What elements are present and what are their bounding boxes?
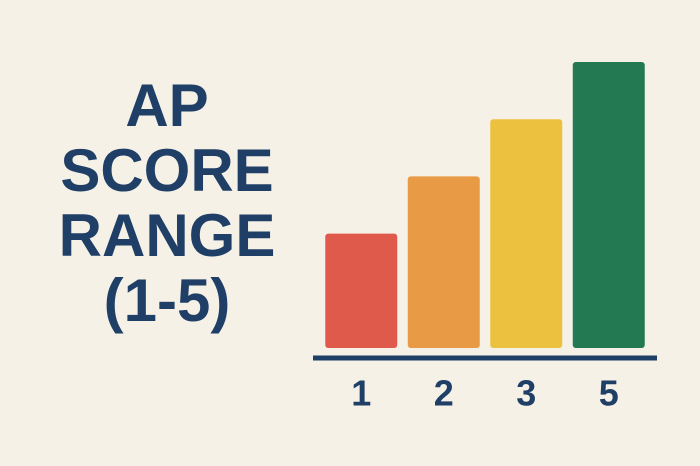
x-tick-label: 1 xyxy=(351,373,371,414)
x-tick-label: 5 xyxy=(599,373,619,414)
bar xyxy=(490,119,563,348)
bar xyxy=(325,233,398,348)
title-line: SCORE xyxy=(60,137,273,204)
x-tick-label: 2 xyxy=(434,373,454,414)
title-line: RANGE xyxy=(59,202,276,269)
x-tick-label: 3 xyxy=(516,373,536,414)
title-line: AP xyxy=(125,72,208,139)
title-line: (1-5) xyxy=(104,267,231,334)
bar xyxy=(407,176,480,348)
bar xyxy=(572,62,645,348)
